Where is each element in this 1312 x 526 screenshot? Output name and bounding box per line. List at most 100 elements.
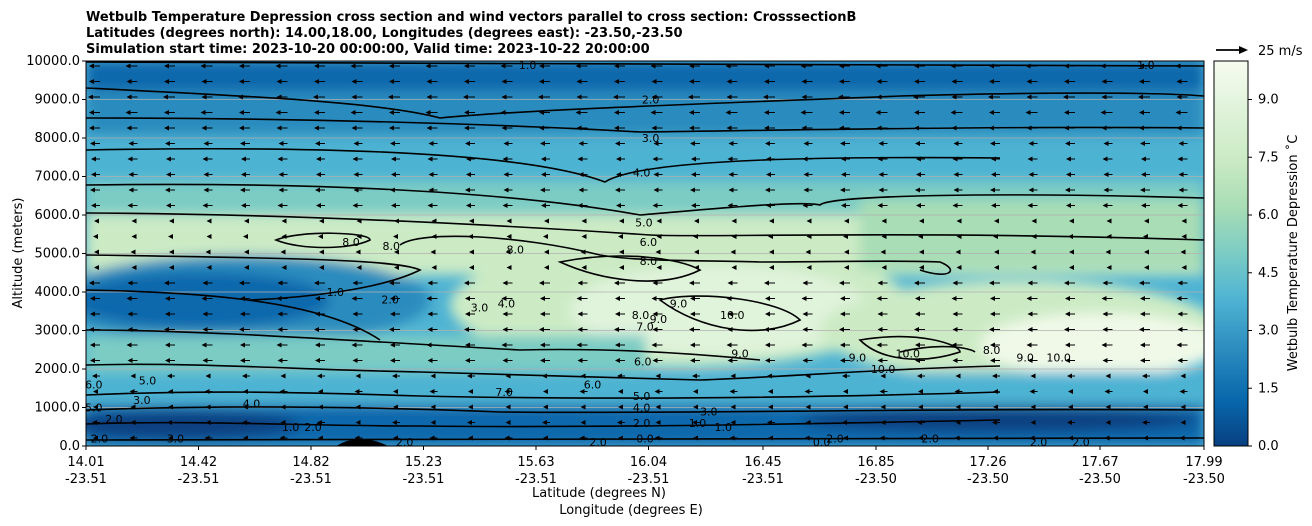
wind-arrow-icon [504, 435, 510, 441]
wind-arrow-icon [989, 79, 994, 84]
wind-arrow-icon [1069, 265, 1074, 270]
wind-arrow-icon [203, 187, 209, 193]
wind-arrow-icon [955, 404, 961, 410]
wind-arrow-icon [316, 172, 321, 177]
wind-arrow-icon [240, 358, 245, 363]
wind-arrow-icon [840, 187, 845, 193]
wind-arrow-icon [765, 342, 770, 348]
wind-arrow-icon [355, 249, 361, 255]
wind-arrow-icon [875, 63, 881, 69]
wind-arrow-icon [652, 311, 658, 317]
wind-arrow-icon [768, 435, 773, 441]
contour-label: 5.0 [85, 402, 103, 415]
wind-arrow-icon [202, 280, 208, 286]
wind-arrow-icon [727, 280, 733, 286]
wind-arrow-icon [356, 218, 362, 224]
wind-arrow-icon [915, 342, 920, 348]
wind-arrow-icon [581, 218, 587, 224]
wind-arrow-icon [239, 125, 244, 131]
x-tick-label-lon: -23.50 [1079, 472, 1121, 487]
wind-arrow-icon [767, 373, 772, 379]
wind-arrow-icon [1101, 79, 1107, 84]
wind-arrow-icon [988, 94, 993, 100]
contour-label: 0.0 [636, 432, 654, 445]
wind-arrow-icon [130, 404, 136, 410]
wind-arrow-icon [431, 265, 437, 270]
wind-arrow-icon [767, 420, 772, 425]
wind-arrow-icon [315, 342, 320, 348]
wind-arrow-icon [239, 110, 244, 115]
wind-arrow-icon [205, 404, 211, 410]
wind-arrow-icon [1139, 110, 1144, 115]
wind-arrow-icon [543, 404, 548, 410]
wind-arrow-icon [1028, 141, 1034, 146]
contour-label: 10.0 [1046, 351, 1071, 364]
wind-arrow-icon [430, 373, 436, 379]
wind-arrow-icon [1140, 358, 1145, 363]
wind-arrow-icon [766, 156, 771, 162]
wind-arrow-icon [429, 435, 435, 441]
wind-arrow-icon [244, 265, 249, 270]
wind-arrow-icon [276, 296, 282, 301]
wind-arrow-icon [202, 203, 208, 208]
wind-arrow-icon [992, 373, 997, 379]
wind-arrow-icon [431, 218, 437, 224]
contour-label: 6.0 [584, 378, 602, 391]
quiver-key-arrow-icon [1239, 46, 1248, 54]
wind-arrow-icon [506, 265, 512, 270]
wind-arrow-icon [1028, 172, 1034, 177]
wind-arrow-icon [94, 218, 99, 224]
wind-arrow-icon [428, 172, 434, 177]
wind-arrow-icon [317, 420, 322, 425]
wind-arrow-icon [614, 63, 619, 69]
wind-arrow-icon [1105, 373, 1111, 379]
wind-arrow-icon [241, 203, 246, 208]
wind-arrow-icon [543, 435, 548, 441]
wind-arrow-icon [875, 110, 881, 115]
wind-arrow-icon [1106, 265, 1112, 270]
wind-arrow-icon [544, 249, 549, 255]
wind-arrow-icon [1064, 125, 1069, 131]
wind-arrow-icon [765, 296, 770, 301]
wind-arrow-icon [651, 79, 657, 84]
wind-arrow-icon [541, 203, 546, 208]
wind-arrow-icon [730, 373, 736, 379]
wind-arrow-icon [1101, 125, 1107, 131]
wind-arrow-icon [500, 110, 506, 115]
wind-arrow-icon [393, 404, 398, 410]
wind-arrow-icon [390, 342, 395, 348]
wind-arrow-icon [950, 110, 956, 115]
wind-arrow-icon [839, 63, 844, 69]
wind-arrow-icon [169, 218, 174, 224]
wind-arrow-icon [319, 249, 324, 255]
wind-arrow-icon [994, 218, 999, 224]
wind-arrow-icon [803, 141, 809, 146]
wind-arrow-icon [128, 141, 134, 146]
wind-arrow-icon [806, 218, 812, 224]
wind-arrow-icon [544, 265, 549, 270]
wind-arrow-icon [502, 156, 508, 162]
wind-arrow-icon [1101, 342, 1107, 348]
wind-arrow-icon [1065, 187, 1070, 193]
wind-arrow-icon [656, 265, 662, 270]
contour-label: 9.0 [1016, 351, 1034, 364]
wind-arrow-icon [391, 172, 396, 177]
wind-arrow-icon [991, 203, 996, 208]
wind-arrow-icon [577, 327, 583, 332]
wind-arrow-icon [1100, 63, 1106, 69]
wind-arrow-icon [769, 249, 774, 255]
wind-arrow-icon [244, 218, 249, 224]
wind-arrow-icon [430, 420, 436, 425]
wind-arrow-icon [915, 141, 920, 146]
wind-arrow-icon [729, 389, 735, 394]
wind-arrow-icon [276, 342, 282, 348]
wind-arrow-icon [1141, 172, 1146, 177]
wind-arrow-icon [94, 249, 99, 255]
contour-labels: 1.0 1.02.03.04.05.06.08.08.0 8.0 8.01.02.03… [85, 59, 1155, 449]
wind-arrow-icon [881, 218, 887, 224]
wind-arrow-icon [1180, 373, 1186, 379]
wind-arrow-icon [389, 79, 394, 84]
wind-arrow-icon [129, 435, 135, 441]
x-tick-label-lat: 17.67 [1081, 455, 1118, 470]
wind-arrow-icon [764, 327, 769, 332]
